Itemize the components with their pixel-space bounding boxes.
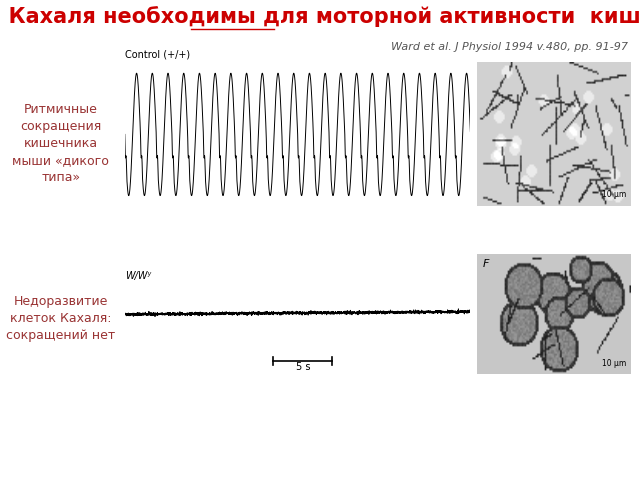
Text: mV: mV — [505, 130, 521, 139]
Text: Ward et al. J Physiol 1994 v.480, pp. 91-97: Ward et al. J Physiol 1994 v.480, pp. 91… — [391, 42, 628, 52]
Text: 5 s: 5 s — [296, 362, 310, 372]
Text: ~-58 mV: ~-58 mV — [477, 305, 520, 315]
Text: Ритмичные
сокращения
кишечника
мыши «дикого
типа»: Ритмичные сокращения кишечника мыши «дик… — [12, 103, 109, 184]
Text: -28: -28 — [488, 68, 504, 78]
Text: 10 μm: 10 μm — [602, 190, 626, 199]
Text: F: F — [483, 259, 490, 269]
Text: 10 μm: 10 μm — [602, 360, 626, 369]
Text: W/Wʸ: W/Wʸ — [125, 271, 151, 281]
Text: Недоразвитие
клеток Кахаля:
сокращений нет: Недоразвитие клеток Кахаля: сокращений н… — [6, 295, 115, 342]
Text: -62: -62 — [488, 191, 504, 201]
Text: Control (+/+): Control (+/+) — [125, 49, 190, 60]
Text: Клетки Кахаля необходимы для моторной активности  кишечника: Клетки Кахаля необходимы для моторной ак… — [0, 6, 640, 26]
